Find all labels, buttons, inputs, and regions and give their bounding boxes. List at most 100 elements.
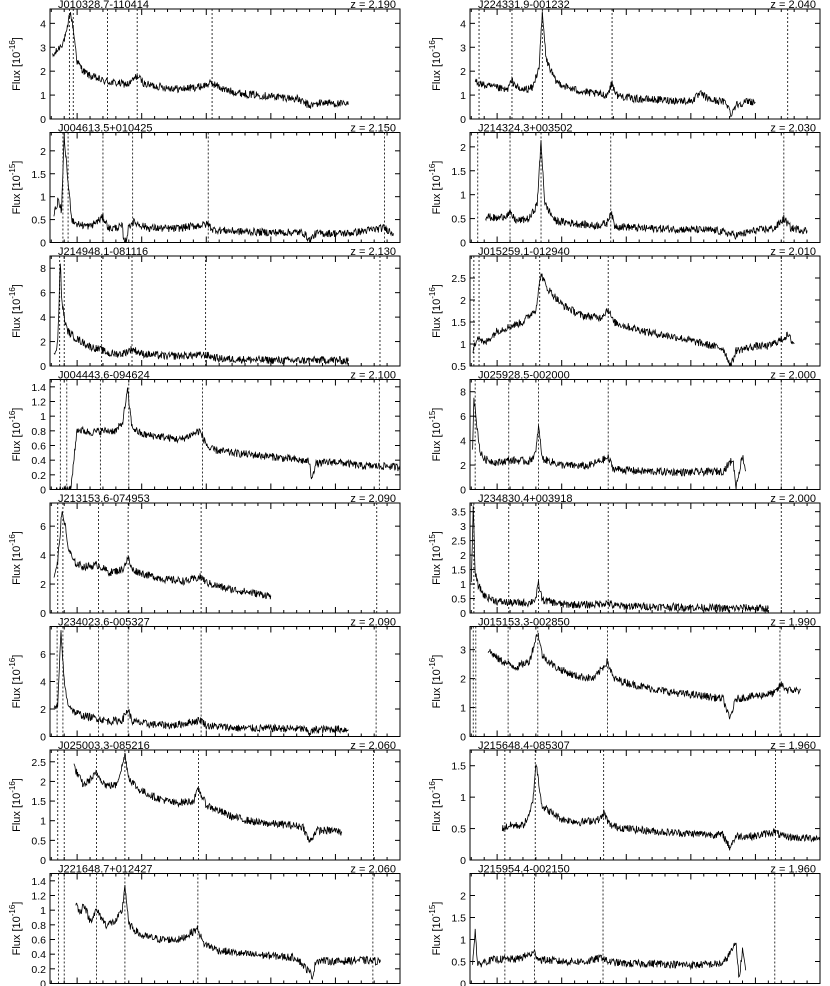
y-tick-label: 1 bbox=[40, 411, 46, 423]
spectrum-line bbox=[485, 140, 808, 240]
y-axis-label: Flux [10-16] bbox=[8, 284, 23, 338]
y-tick-label: 2 bbox=[460, 460, 466, 472]
plot-frame bbox=[469, 873, 821, 984]
y-axis-label: Flux [10-16] bbox=[8, 902, 23, 956]
y-tick-label: 1 bbox=[460, 90, 466, 102]
y-tick-label: 2 bbox=[40, 337, 46, 349]
spectrum-panel: 0 0.5 1 1.5 2 2.5 3 3.5 J234830.4+003918 z = 2.00… bbox=[428, 493, 821, 620]
y-tick-label: 0.2 bbox=[31, 470, 46, 482]
spectrum-panel: 0.5 1 1.5 2 2.5 J015259.1-012940 z = 2.010 Flux… bbox=[428, 246, 821, 373]
y-axis-label: Flux [10-15] bbox=[428, 902, 443, 956]
y-tick-label: 2 bbox=[460, 891, 466, 903]
plot-frame bbox=[49, 132, 401, 243]
y-tick-label: 0.4 bbox=[31, 455, 46, 467]
object-name: J215954.4-002150 bbox=[478, 864, 570, 876]
y-tick-label: 1.5 bbox=[31, 169, 46, 181]
object-name: J221648.7+012427 bbox=[58, 864, 153, 876]
y-tick-label: 6 bbox=[40, 521, 46, 533]
y-tick-label: 0.5 bbox=[31, 215, 46, 227]
spectrum-line bbox=[472, 928, 747, 978]
redshift-label: z = 2.100 bbox=[350, 370, 396, 382]
spectrum-line bbox=[73, 752, 343, 843]
spectrum-panel: 0 0.5 1 1.5 J215648.4-085307 z = 1.960 Flux [1… bbox=[428, 740, 821, 867]
plot-frame bbox=[49, 749, 401, 861]
redshift-label: z = 2.060 bbox=[350, 864, 396, 876]
y-tick-label: 0.5 bbox=[31, 835, 46, 847]
y-axis-label: Flux [10-16] bbox=[428, 284, 443, 338]
y-tick-label: 6 bbox=[40, 288, 46, 300]
plot-frame bbox=[469, 8, 821, 120]
y-tick-label: 2 bbox=[40, 579, 46, 591]
y-tick-label: 1.5 bbox=[451, 166, 466, 178]
spectrum-line bbox=[487, 632, 801, 720]
y-tick-label: 2.5 bbox=[31, 757, 46, 769]
y-tick-label: 0.5 bbox=[451, 594, 466, 606]
y-tick-label: 4 bbox=[40, 550, 46, 562]
spectrum-line bbox=[53, 511, 272, 600]
plot-frame bbox=[49, 8, 401, 120]
y-tick-label: 1 bbox=[40, 192, 46, 204]
y-tick-label: 1.2 bbox=[31, 397, 46, 409]
y-tick-label: 0.5 bbox=[451, 214, 466, 226]
y-tick-label: 1.4 bbox=[31, 382, 46, 394]
redshift-label: z = 2.000 bbox=[770, 370, 816, 382]
plot-frame bbox=[49, 379, 401, 490]
y-tick-label: 1.5 bbox=[451, 913, 466, 925]
y-tick-label: 1 bbox=[40, 90, 46, 102]
y-tick-label: 4 bbox=[40, 677, 46, 689]
redshift-label: z = 2.030 bbox=[770, 123, 816, 135]
y-axis-label: Flux [10-16] bbox=[8, 778, 23, 832]
plot-frame bbox=[469, 255, 821, 367]
y-tick-label: 0 bbox=[460, 238, 466, 250]
y-tick-label: 0.6 bbox=[31, 935, 46, 947]
y-tick-label: 0.2 bbox=[31, 964, 46, 976]
y-tick-label: 2 bbox=[460, 550, 466, 562]
y-tick-label: 0.5 bbox=[451, 957, 466, 969]
object-name: J234023.6-005327 bbox=[58, 617, 150, 629]
y-tick-label: 2 bbox=[40, 66, 46, 78]
object-name: J215648.4-085307 bbox=[478, 740, 570, 752]
redshift-label: z = 1.960 bbox=[770, 740, 816, 752]
object-name: J010328.7-110414 bbox=[58, 0, 149, 11]
object-name: J224331.9-001232 bbox=[478, 0, 570, 11]
y-tick-label: 2 bbox=[40, 704, 46, 716]
y-axis-label: Flux [10-15] bbox=[428, 408, 443, 462]
object-name: J234830.4+003918 bbox=[478, 493, 573, 505]
spectrum-panel: 0 2 4 6 8 J214948.1-081116 z = 2.130 Flux [10-1… bbox=[8, 246, 401, 373]
object-name: J213153.6-074953 bbox=[58, 493, 150, 505]
y-tick-label: 0 bbox=[40, 361, 46, 373]
spectrum-line bbox=[501, 764, 821, 851]
redshift-label: z = 2.190 bbox=[350, 0, 396, 11]
y-tick-label: 1.5 bbox=[451, 761, 466, 773]
y-axis-label: Flux [10-15] bbox=[428, 531, 443, 585]
plot-frame bbox=[469, 379, 821, 490]
spectrum-panel: 0 0.2 0.4 0.6 0.8 1 1.2 1.4 J004443.6-094624 z = … bbox=[8, 370, 401, 497]
y-tick-label: 0 bbox=[40, 238, 46, 250]
spectrum-panel: 0 1 2 3 J015153.3-002850 z = 1.990 Flux [10-16… bbox=[428, 617, 821, 744]
y-tick-label: 3 bbox=[40, 42, 46, 54]
spectrum-panel: 0 1 2 3 4 J010328.7-110414 z = 2.190 Flux [10-1… bbox=[8, 0, 401, 126]
object-name: J025003.3-085216 bbox=[58, 740, 150, 752]
y-axis-label: Flux [10-16] bbox=[428, 161, 443, 215]
y-tick-label: 8 bbox=[460, 387, 466, 399]
y-tick-label: 1.5 bbox=[31, 796, 46, 808]
redshift-label: z = 1.960 bbox=[770, 864, 816, 876]
y-tick-label: 0 bbox=[460, 485, 466, 497]
plot-frame bbox=[469, 132, 821, 243]
object-name: J015153.3-002850 bbox=[478, 617, 570, 629]
object-name: J214324.3+003502 bbox=[478, 123, 573, 135]
y-tick-label: 3 bbox=[460, 42, 466, 54]
object-name: J025928.5-002000 bbox=[478, 370, 570, 382]
spectrum-panel: 0 2 4 6 8 J025928.5-002000 z = 2.000 Flux [10-1… bbox=[428, 370, 821, 497]
y-tick-label: 6 bbox=[460, 411, 466, 423]
object-name: J004443.6-094624 bbox=[58, 370, 150, 382]
y-tick-label: 1 bbox=[460, 339, 466, 351]
y-tick-label: 1 bbox=[40, 816, 46, 828]
plot-frame bbox=[49, 502, 401, 614]
spectrum-line bbox=[470, 505, 769, 614]
redshift-label: z = 2.060 bbox=[350, 740, 396, 752]
y-tick-label: 2 bbox=[40, 776, 46, 788]
y-tick-label: 4 bbox=[460, 436, 466, 448]
y-tick-label: 1 bbox=[460, 190, 466, 202]
